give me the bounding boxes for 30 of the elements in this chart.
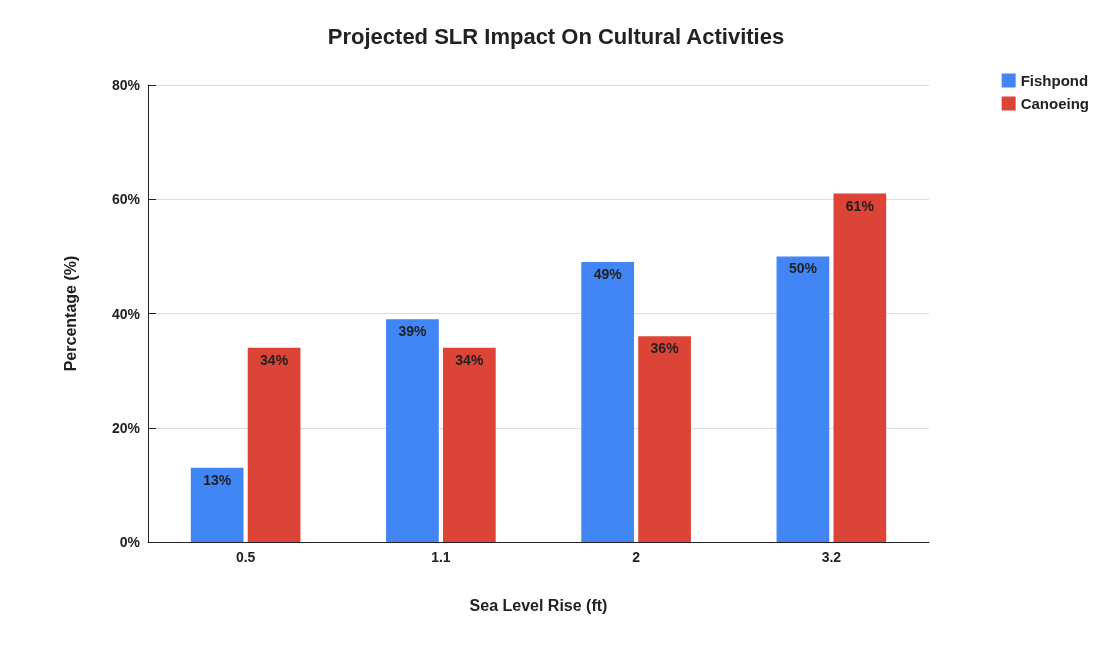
x-axis-title: Sea Level Rise (ft) [469,596,608,614]
bar [442,347,496,542]
x-tick-label: 3.2 [821,549,842,565]
y-tick-label: 0% [119,534,141,550]
data-label: 49% [593,266,623,283]
x-tick-label: 1.1 [431,549,451,565]
data-label: 13% [203,471,232,488]
bar [190,467,244,542]
legend-label: Fishpond [1020,72,1089,89]
data-label: 34% [455,351,484,368]
bar [386,319,439,542]
legend-label: Canoeing [1020,95,1090,112]
chart-title: Projected SLR Impact On Cultural Activities [327,23,785,49]
bar [833,193,887,542]
x-tick-label: 2 [632,549,641,565]
data-label: 61% [845,197,875,214]
data-label: 50% [788,260,818,277]
y-axis-title: Percentage (%) [61,255,79,372]
data-label: 39% [398,323,427,340]
bar [247,347,301,542]
x-tick-label: 0.5 [235,549,256,565]
data-label: 34% [260,351,289,368]
bar [581,262,635,542]
y-tick-label: 80% [111,77,141,93]
bar [776,256,830,542]
y-tick-label: 20% [111,419,141,436]
y-tick-label: 40% [111,305,141,322]
data-label: 36% [650,340,680,357]
y-tick-label: 60% [111,191,141,208]
bar [638,336,691,542]
